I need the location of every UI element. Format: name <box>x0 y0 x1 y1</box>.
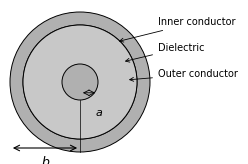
Circle shape <box>62 64 98 100</box>
Text: Dielectric: Dielectric <box>125 43 205 62</box>
Text: a: a <box>96 108 103 118</box>
Text: b: b <box>41 156 49 164</box>
Circle shape <box>23 25 137 139</box>
Text: Inner conductor: Inner conductor <box>120 17 236 42</box>
Circle shape <box>10 12 150 152</box>
Text: Outer conductor: Outer conductor <box>130 69 238 81</box>
Circle shape <box>23 25 137 139</box>
